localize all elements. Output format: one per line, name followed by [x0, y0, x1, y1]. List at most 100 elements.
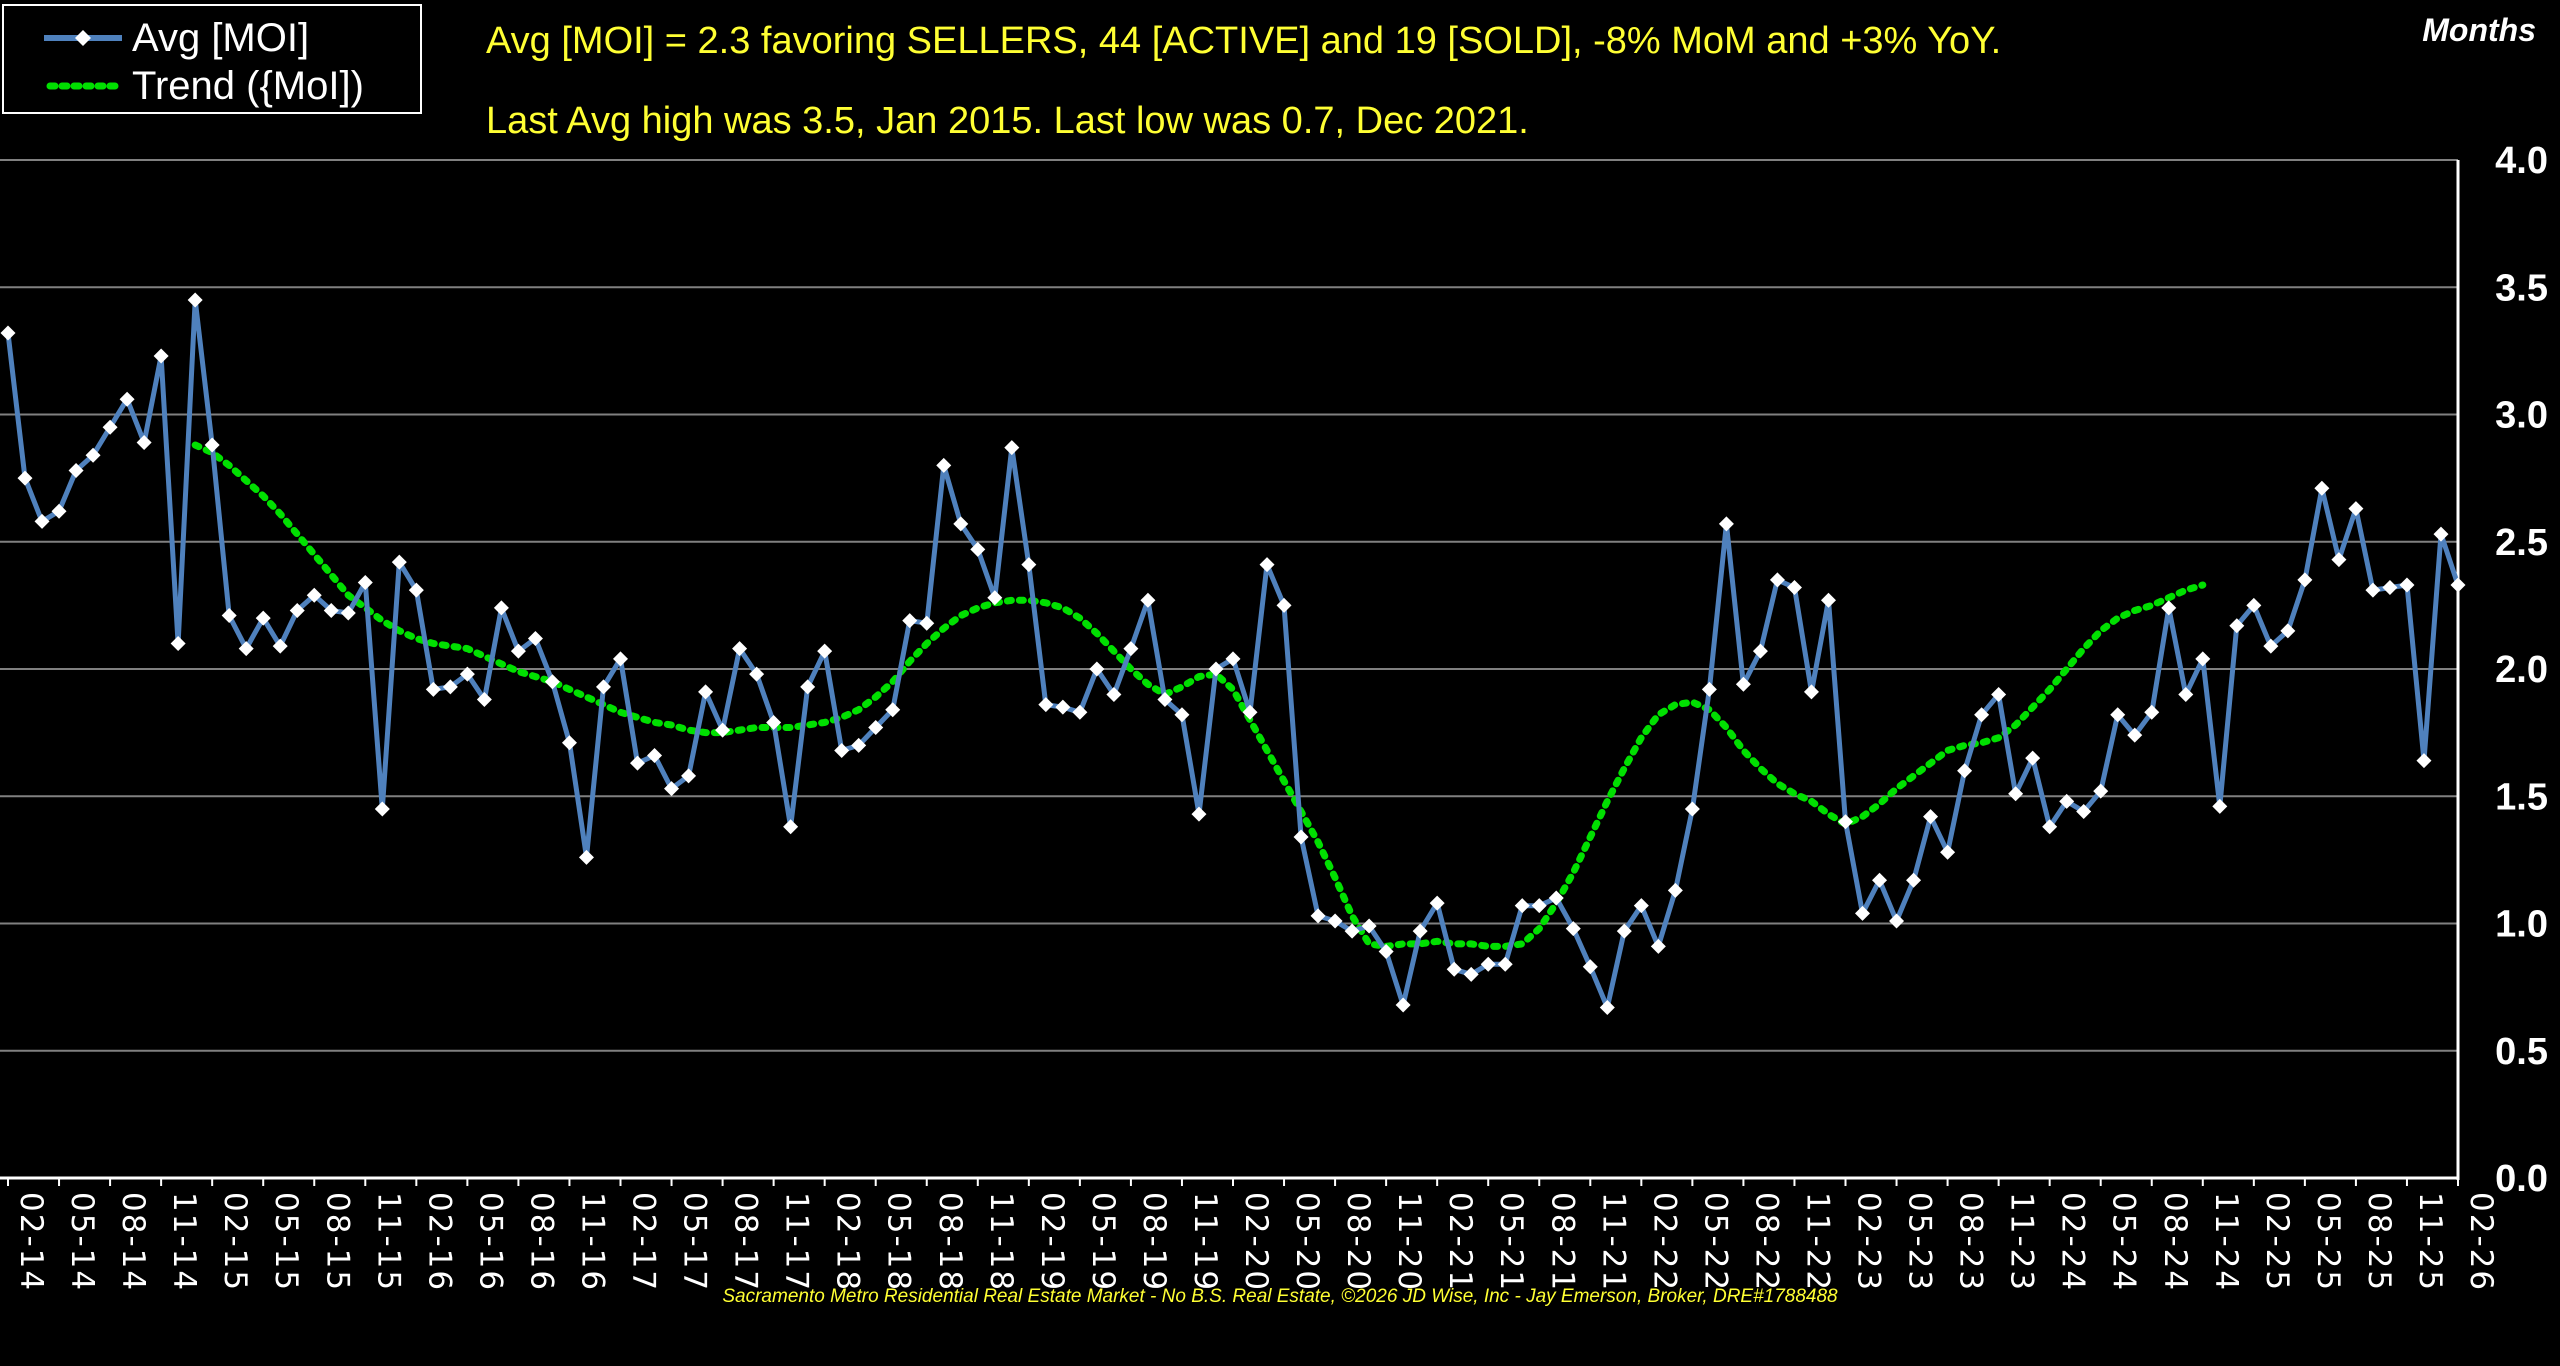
data-point-marker — [732, 641, 748, 657]
data-point-marker — [1446, 961, 1462, 977]
x-axis-ticks: 02-14 05-14 08-14 11-14 02-15 05-15 08-15 11-15… — [7, 1178, 2499, 1292]
x-tick-label: 02-21 — [1442, 1192, 1478, 1292]
y-axis-title: Months — [2422, 12, 2536, 48]
x-tick-label: 11-16 — [574, 1192, 610, 1292]
data-point-marker — [2280, 623, 2296, 639]
data-point-marker — [0, 325, 16, 341]
data-point-marker — [919, 615, 935, 631]
data-point-marker — [1735, 676, 1751, 692]
data-point-marker — [1786, 580, 1802, 596]
data-point-marker — [1599, 999, 1615, 1015]
data-point-marker — [2127, 727, 2143, 743]
data-point-marker — [1974, 707, 1990, 723]
data-point-marker — [2348, 501, 2364, 517]
moi-series — [0, 292, 2466, 1015]
data-point-marker — [1361, 918, 1377, 934]
x-tick-label: 11-25 — [2412, 1192, 2448, 1292]
data-point-marker — [238, 641, 254, 657]
x-tick-label: 08-19 — [1136, 1192, 1172, 1292]
data-point-marker — [1497, 956, 1513, 972]
data-point-marker — [1820, 592, 1836, 608]
x-tick-label: 02-24 — [2055, 1192, 2091, 1292]
data-point-marker — [2195, 651, 2211, 667]
data-point-marker — [1259, 557, 1275, 573]
data-point-marker — [1072, 704, 1088, 720]
data-point-marker — [783, 819, 799, 835]
x-tick-label: 02-20 — [1238, 1192, 1274, 1292]
x-tick-label: 11-23 — [2004, 1192, 2040, 1292]
data-point-marker — [2161, 600, 2177, 616]
x-tick-label: 05-21 — [1493, 1192, 1529, 1292]
data-point-marker — [664, 781, 680, 797]
data-point-marker — [2263, 638, 2279, 654]
data-point-marker — [1412, 923, 1428, 939]
data-point-marker — [2433, 526, 2449, 542]
footer-credit: Sacramento Metro Residential Real Estate… — [722, 1286, 1838, 1307]
data-point-marker — [1378, 943, 1394, 959]
y-axis-ticks: 0.0 0.5 1.0 1.5 2.0 2.5 3.0 3.5 4.0 — [2495, 140, 2548, 1200]
x-tick-label: 08-17 — [728, 1192, 764, 1292]
data-point-marker — [1923, 809, 1939, 825]
data-point-marker — [51, 503, 67, 519]
axes — [0, 160, 2460, 1180]
data-point-marker — [2025, 750, 2041, 766]
y-tick-label: 4.0 — [2495, 140, 2548, 182]
x-tick-label: 11-15 — [370, 1192, 406, 1292]
data-point-marker — [834, 742, 850, 758]
x-tick-label: 11-14 — [166, 1192, 202, 1292]
data-point-marker — [1565, 921, 1581, 937]
x-tick-label: 02-16 — [421, 1192, 457, 1292]
x-tick-label: 08-20 — [1340, 1192, 1376, 1292]
data-point-marker — [2008, 786, 2024, 802]
legend-dotted-line-icon — [46, 82, 124, 90]
data-point-marker — [2297, 572, 2313, 588]
x-tick-label: 05-17 — [677, 1192, 713, 1292]
data-point-marker — [561, 735, 577, 751]
x-tick-label: 08-14 — [115, 1192, 151, 1292]
data-point-marker — [170, 636, 186, 652]
data-point-marker — [2212, 798, 2228, 814]
data-point-marker — [1310, 908, 1326, 924]
data-point-marker — [1344, 923, 1360, 939]
legend-item-avg-moi: Avg [MOI] — [4, 14, 420, 62]
data-point-marker — [2450, 577, 2466, 593]
data-point-marker — [2076, 804, 2092, 820]
data-point-marker — [1718, 516, 1734, 532]
data-point-marker — [1752, 643, 1768, 659]
x-tick-label: 02-15 — [217, 1192, 253, 1292]
y-tick-label: 2.0 — [2495, 649, 2548, 691]
data-point-marker — [1514, 898, 1530, 914]
data-point-marker — [1889, 913, 1905, 929]
data-point-marker — [1055, 699, 1071, 715]
x-tick-label: 05-24 — [2106, 1192, 2142, 1292]
data-point-marker — [936, 457, 952, 473]
data-point-marker — [1667, 882, 1683, 898]
data-point-marker — [510, 643, 526, 659]
data-point-marker — [1991, 686, 2007, 702]
data-point-marker — [1838, 814, 1853, 830]
data-point-marker — [2399, 577, 2415, 593]
x-tick-label: 08-16 — [523, 1192, 559, 1292]
data-point-marker — [2059, 793, 2075, 809]
data-point-marker — [2314, 480, 2330, 496]
data-point-marker — [1548, 890, 1564, 906]
data-point-marker — [459, 666, 475, 682]
data-point-marker — [2416, 753, 2432, 769]
y-tick-label: 1.5 — [2495, 776, 2548, 818]
x-tick-label: 02-18 — [830, 1192, 866, 1292]
data-point-marker — [630, 755, 646, 771]
data-point-marker — [2365, 582, 2381, 598]
data-point-marker — [1174, 707, 1190, 723]
data-point-marker — [493, 600, 509, 616]
data-point-marker — [1395, 997, 1411, 1013]
data-point-marker — [1089, 661, 1105, 677]
data-point-marker — [749, 666, 765, 682]
x-tick-label: 08-23 — [1953, 1192, 1989, 1292]
data-point-marker — [2229, 618, 2245, 634]
x-tick-label: 02-26 — [2463, 1192, 2499, 1292]
data-point-marker — [1038, 697, 1054, 713]
x-tick-label: 02-17 — [626, 1192, 662, 1292]
data-point-marker — [817, 643, 833, 659]
x-tick-label: 11-20 — [1391, 1192, 1427, 1292]
